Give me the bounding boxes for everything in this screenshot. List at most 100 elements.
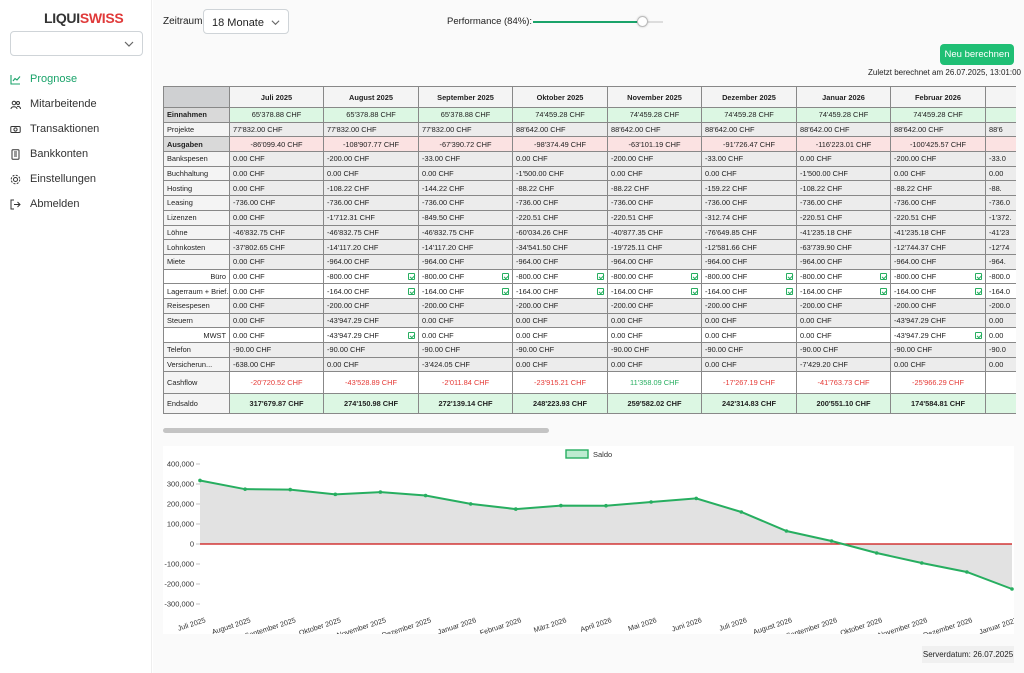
table-cell[interactable]: -90.00 CHF <box>512 342 608 358</box>
table-cell[interactable]: 0.00 CHF <box>607 165 702 182</box>
check-icon[interactable] <box>502 272 509 280</box>
table-cell[interactable]: 0.00 <box>985 165 1016 182</box>
table-cell[interactable]: -7'429.20 CHF <box>796 356 891 373</box>
table-cell[interactable]: 248'223.93 CHF <box>512 393 608 415</box>
table-cell[interactable]: -164.00 CHF <box>323 283 419 299</box>
table-cell[interactable]: -200.00 CHF <box>418 297 513 314</box>
check-icon[interactable] <box>786 287 793 295</box>
table-cell[interactable]: -164.00 CHF <box>418 283 513 299</box>
table-cell[interactable]: -2'011.84 CHF <box>418 371 513 395</box>
check-icon[interactable] <box>786 272 793 280</box>
table-cell[interactable]: 77'832.00 CHF <box>323 121 419 138</box>
sidebar-item-mitarbeitende[interactable]: Mitarbeitende <box>10 96 97 112</box>
table-cell[interactable]: 0.00 CHF <box>323 165 419 182</box>
table-cell[interactable]: -220.51 CHF <box>512 209 608 226</box>
table-cell[interactable]: 274'150.98 CHF <box>323 393 419 415</box>
table-cell[interactable]: -200.00 CHF <box>607 297 702 314</box>
table-cell[interactable]: -164.00 CHF <box>701 283 797 299</box>
recalculate-button[interactable]: Neu berechnen <box>940 44 1014 65</box>
table-cell[interactable]: 0.00 CHF <box>701 327 797 343</box>
table-cell[interactable]: -108.22 CHF <box>796 180 891 197</box>
table-cell[interactable]: 0.00 CHF <box>701 356 797 373</box>
check-icon[interactable] <box>691 287 698 295</box>
table-cell[interactable]: 272'139.14 CHF <box>418 393 513 415</box>
table-cell[interactable]: -90.00 CHF <box>229 342 324 358</box>
table-cell[interactable]: -46'832.75 CHF <box>418 224 513 241</box>
table-cell[interactable]: 74'459.28 CHF <box>701 107 797 123</box>
table-cell[interactable]: -40'877.35 CHF <box>607 224 702 241</box>
table-cell[interactable]: 88'642.00 CHF <box>701 121 797 138</box>
check-icon[interactable] <box>975 331 982 339</box>
table-cell[interactable]: 88'642.00 CHF <box>890 121 986 138</box>
table-cell[interactable]: 0.00 CHF <box>512 356 608 373</box>
table-cell[interactable]: 77'832.00 CHF <box>229 121 324 138</box>
table-cell[interactable]: -200.00 CHF <box>323 151 419 167</box>
table-cell[interactable]: -220.51 CHF <box>890 209 986 226</box>
table-cell[interactable]: -98'374.49 CHF <box>512 136 608 153</box>
table-cell[interactable]: -736.00 CHF <box>512 195 608 211</box>
check-icon[interactable] <box>408 272 415 280</box>
table-cell[interactable]: 0.00 CHF <box>229 312 324 329</box>
table-cell[interactable]: 0.00 CHF <box>890 356 986 373</box>
table-cell[interactable]: -20'720.52 CHF <box>229 371 324 395</box>
table-cell[interactable]: -220.51 CHF <box>607 209 702 226</box>
table-cell[interactable]: -108'907.77 CHF <box>323 136 419 153</box>
check-icon[interactable] <box>597 272 604 280</box>
table-cell[interactable]: 0.00 CHF <box>796 312 891 329</box>
table-cell[interactable]: -964.00 CHF <box>512 253 608 270</box>
table-cell[interactable]: -164.00 CHF <box>512 283 608 299</box>
table-cell[interactable]: 88'642.00 CHF <box>512 121 608 138</box>
table-cell[interactable]: -1'712.31 CHF <box>323 209 419 226</box>
check-icon[interactable] <box>408 287 415 295</box>
table-cell[interactable]: -964.00 CHF <box>418 253 513 270</box>
table-cell[interactable]: -90.00 CHF <box>323 342 419 358</box>
table-cell[interactable]: 0.00 CHF <box>229 209 324 226</box>
table-cell[interactable]: -1'500.00 CHF <box>796 165 891 182</box>
table-cell[interactable]: -800.00 CHF <box>418 268 513 285</box>
table-cell[interactable]: -312.74 CHF <box>701 209 797 226</box>
table-cell[interactable]: 0.00 CHF <box>229 165 324 182</box>
table-cell[interactable]: 0.00 CHF <box>607 312 702 329</box>
sidebar-item-abmelden[interactable]: Abmelden <box>10 196 80 212</box>
table-cell[interactable]: -164.00 CHF <box>607 283 702 299</box>
table-cell[interactable]: 259'582.02 CHF <box>607 393 702 415</box>
table-cell[interactable]: -800.00 CHF <box>512 268 608 285</box>
table-cell[interactable]: 0.00 CHF <box>229 151 324 167</box>
table-cell[interactable]: -736.0 <box>985 195 1016 211</box>
table-cell[interactable]: -800.00 CHF <box>890 268 986 285</box>
table-cell[interactable]: -43'947.29 CHF <box>323 327 419 343</box>
table-cell[interactable]: 0.00 CHF <box>229 268 324 285</box>
table-cell[interactable]: -164.00 CHF <box>890 283 986 299</box>
table-cell[interactable]: -41'235.18 CHF <box>890 224 986 241</box>
table-cell[interactable]: -220.51 CHF <box>796 209 891 226</box>
check-icon[interactable] <box>880 272 887 280</box>
table-cell[interactable]: -90.00 CHF <box>607 342 702 358</box>
table-cell[interactable]: -88.22 CHF <box>607 180 702 197</box>
table-cell[interactable]: -46'832.75 CHF <box>229 224 324 241</box>
table-cell[interactable]: -200.00 CHF <box>512 297 608 314</box>
table-cell[interactable]: -736.00 CHF <box>701 195 797 211</box>
table-cell[interactable]: -33.0 <box>985 151 1016 167</box>
table-cell[interactable]: -800.0 <box>985 268 1016 285</box>
table-cell[interactable]: 11'358.09 CHF <box>607 371 702 395</box>
table-cell[interactable]: -108.22 CHF <box>323 180 419 197</box>
table-cell[interactable]: 0.00 CHF <box>229 283 324 299</box>
table-cell[interactable]: -63'739.90 CHF <box>796 239 891 255</box>
check-icon[interactable] <box>975 287 982 295</box>
table-cell[interactable]: -849.50 CHF <box>418 209 513 226</box>
table-cell[interactable]: -90.00 CHF <box>796 342 891 358</box>
table-cell[interactable]: 0.00 <box>985 327 1016 343</box>
table-cell[interactable]: -800.00 CHF <box>701 268 797 285</box>
table-cell[interactable]: -964.00 CHF <box>796 253 891 270</box>
table-cell[interactable]: -63'101.19 CHF <box>607 136 702 153</box>
table-cell[interactable]: -3'424.05 CHF <box>418 356 513 373</box>
table-cell[interactable]: 0.00 CHF <box>418 165 513 182</box>
table-cell[interactable]: 0.00 CHF <box>512 327 608 343</box>
table-cell[interactable]: -12'74 <box>985 239 1016 255</box>
table-cell[interactable]: -14'117.20 CHF <box>323 239 419 255</box>
zeitraum-select[interactable]: 18 Monate <box>203 9 289 34</box>
table-cell[interactable]: 0.00 CHF <box>796 151 891 167</box>
table-cell[interactable]: 0.00 CHF <box>890 165 986 182</box>
table-cell[interactable]: 88'642.00 CHF <box>796 121 891 138</box>
table-cell[interactable]: 65'378.88 CHF <box>323 107 419 123</box>
